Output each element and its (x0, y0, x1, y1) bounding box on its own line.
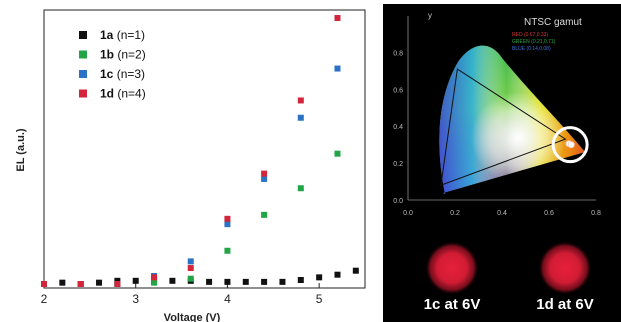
point-1d (297, 97, 304, 104)
legend-marker-1d (79, 89, 87, 98)
point-1b (187, 275, 194, 282)
point-1a (242, 278, 249, 285)
cie-chromaticity-diagram: 0.0 0.2 0.4 0.6 0.8 0.0 0.2 0.4 0.6 0.8 y NTSC ga… (383, 4, 621, 230)
cie-axes: 0.0 0.2 0.4 0.6 0.8 0.0 0.2 0.4 0.6 0.8 (393, 16, 601, 217)
point-1d (224, 215, 231, 222)
el-voltage-chart: 2 3 4 5 EL (a.u.) Voltage (V) 1a (n=1) 1b (n… (15, 9, 366, 322)
point-1d (41, 281, 47, 287)
point-1c (297, 114, 304, 121)
point-1a (224, 278, 231, 285)
cie-x-tick-label: 0.4 (497, 210, 507, 217)
point-1c (187, 258, 194, 265)
point-1a (96, 279, 103, 286)
legend-marker-1c (79, 70, 87, 78)
point-1b (261, 211, 268, 218)
legend-label-1d: 1d (n=4) (100, 87, 146, 101)
legend-label-1c: 1c (n=3) (100, 67, 145, 81)
ntsc-legend-red: RED (0.67,0.33) (512, 32, 548, 38)
x-tick-label: 4 (224, 292, 231, 306)
cie-y-tick-label: 0.2 (393, 161, 403, 168)
point-1a (114, 277, 121, 284)
cie-x-tick-label: 0.2 (450, 210, 460, 217)
cie-y-axis-label: y (428, 11, 432, 20)
point-1d (334, 15, 341, 21)
point-1a (261, 278, 268, 285)
cie-y-tick-label: 0.0 (393, 198, 403, 205)
plot-frame (43, 9, 366, 289)
point-1d (77, 281, 84, 287)
cie-y-tick-label: 0.4 (393, 124, 403, 131)
caption-1c: 1c at 6V (424, 296, 481, 313)
caption-1d: 1d at 6V (536, 296, 594, 313)
point-1c (334, 65, 341, 72)
legend-marker-1b (79, 50, 87, 59)
x-axis-label: Voltage (V) (164, 312, 221, 322)
legend-marker-1a (79, 31, 87, 39)
point-1d (187, 265, 194, 272)
point-1d (261, 170, 268, 177)
device-photos: 1c at 6V 1d at 6V (383, 230, 621, 322)
cie-x-tick-label: 0.6 (544, 210, 554, 217)
x-tick-label: 5 (316, 292, 323, 306)
legend-label-1b: 1b (n=2) (100, 48, 146, 62)
point-1b (297, 185, 304, 192)
y-axis-label: EL (a.u.) (15, 128, 27, 172)
cie-x-tick-label: 0.8 (591, 210, 601, 217)
ntsc-legend-green: GREEN (0.21,0.71) (512, 39, 556, 45)
glow-1d (538, 241, 592, 295)
point-1b (151, 279, 158, 286)
data-points (41, 15, 359, 287)
point-1a (297, 277, 304, 284)
point-1a (334, 271, 341, 278)
point-1a (279, 278, 286, 285)
point-1d (151, 274, 158, 281)
point-1a (59, 279, 66, 286)
point-1a (169, 277, 176, 284)
point-1b (224, 247, 231, 254)
ntsc-legend-blue: BLUE (0.14,0.08) (512, 46, 551, 52)
glow-1c (425, 241, 479, 295)
legend-label-1a: 1a (n=1) (100, 28, 145, 42)
measured-point (567, 141, 575, 149)
ntsc-legend: RED (0.67,0.33)GREEN (0.21,0.71)BLUE (0.… (512, 32, 556, 52)
cie-title: NTSC gamut (524, 17, 582, 28)
point-1b (334, 150, 341, 157)
point-1c (224, 221, 231, 228)
measured-color-points (565, 140, 575, 149)
point-1a (132, 277, 139, 284)
point-1a (206, 278, 213, 285)
ntsc-triangle (440, 68, 567, 187)
cie-y-tick-label: 0.6 (393, 87, 403, 94)
point-1c (261, 175, 268, 182)
x-tick-label: 2 (41, 292, 48, 306)
cie-y-tick-label: 0.8 (393, 50, 403, 57)
point-1a (352, 267, 359, 274)
cie-x-tick-label: 0.0 (403, 210, 413, 217)
legend: 1a (n=1) 1b (n=2) 1c (n=3) 1d (n=4) (79, 28, 146, 101)
highlight-circle (551, 126, 589, 164)
x-tick-label: 3 (132, 292, 139, 306)
point-1a (316, 274, 323, 281)
point-1d (114, 281, 121, 287)
